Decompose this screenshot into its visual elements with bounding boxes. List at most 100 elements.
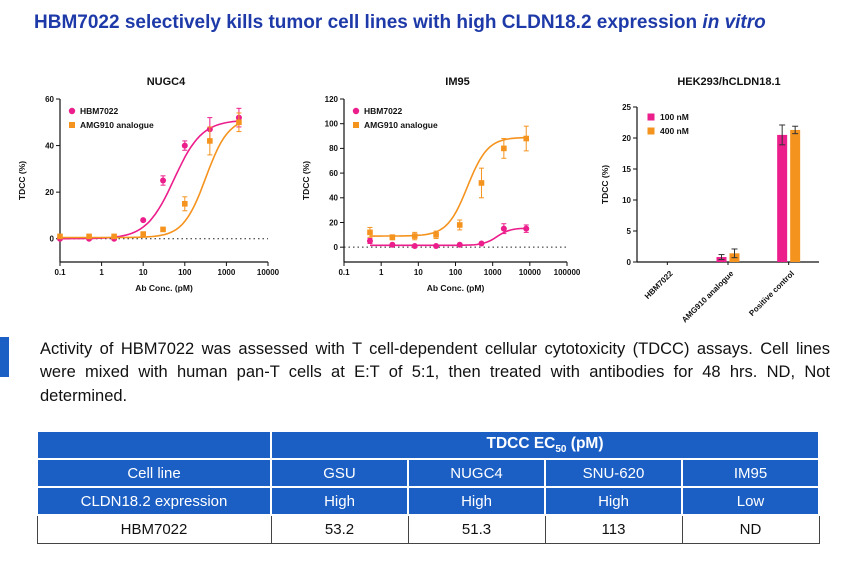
bar-400-nM bbox=[790, 125, 801, 262]
data-point bbox=[501, 145, 507, 152]
axes: 0 20 40 60 0.1 1 10 100 1000 10000 bbox=[45, 95, 280, 277]
table-title-suffix: (pM) bbox=[566, 434, 604, 452]
svg-text:1: 1 bbox=[99, 268, 104, 277]
chart-nugc4: 0 20 40 60 0.1 1 10 100 1000 10000 Ab Conc. (pM) TD… bbox=[17, 95, 280, 293]
page-title: HBM7022 selectively kills tumor cell lin… bbox=[34, 10, 832, 35]
svg-text:25: 25 bbox=[622, 103, 631, 112]
svg-text:100000: 100000 bbox=[554, 268, 581, 277]
table-cell: GSU bbox=[270, 458, 409, 488]
y-axis-label: TDCC (%) bbox=[301, 161, 311, 200]
data-point bbox=[389, 234, 396, 241]
data-point bbox=[160, 226, 166, 233]
table-corner-cell bbox=[36, 430, 272, 460]
table-title-row: TDCC EC50 (pM) bbox=[36, 430, 820, 460]
data-point bbox=[478, 240, 485, 247]
table-title-prefix: TDCC EC bbox=[486, 434, 556, 452]
svg-text:60: 60 bbox=[45, 95, 54, 104]
category-label: HBM7022 bbox=[643, 269, 675, 301]
svg-text:10: 10 bbox=[414, 268, 423, 277]
chart-title-hek293: HEK293/hCLDN18.1 bbox=[677, 76, 781, 88]
svg-text:1: 1 bbox=[379, 268, 384, 277]
chart-panel-nugc4: NUGC4 0 20 40 60 0.1 1 10 100 1000 10000 Ab Conc. … bbox=[14, 76, 284, 314]
table-title-sub: 50 bbox=[555, 444, 567, 456]
chart-panel-im95: IM95 0 20 40 60 80 100 120 0.1 1 10 100 1000 10000 10… bbox=[298, 76, 583, 314]
svg-text:20: 20 bbox=[622, 134, 631, 143]
svg-text:60: 60 bbox=[329, 169, 338, 178]
title-italic: in vitro bbox=[702, 12, 766, 33]
title-main: HBM7022 selectively kills tumor cell lin… bbox=[34, 12, 698, 33]
table-cell: High bbox=[544, 486, 683, 516]
data-point bbox=[181, 142, 188, 149]
svg-text:120: 120 bbox=[325, 95, 339, 104]
data-point bbox=[160, 177, 167, 184]
svg-text:100: 100 bbox=[325, 119, 339, 128]
table-body: Cell line GSU NUGC4 SNU-620 IM95 CLDN18.2 exp… bbox=[36, 458, 820, 544]
svg-text:0.1: 0.1 bbox=[54, 268, 66, 277]
svg-text:40: 40 bbox=[45, 141, 54, 150]
data-point bbox=[478, 180, 485, 186]
chart-im95: 0 20 40 60 80 100 120 0.1 1 10 100 1000 10000 100000 A… bbox=[301, 95, 581, 293]
svg-text:20: 20 bbox=[45, 188, 54, 197]
svg-text:HBM7022: HBM7022 bbox=[80, 106, 119, 116]
series-HBM7022 bbox=[366, 223, 530, 249]
legend: 100 nM 400 nM bbox=[647, 112, 689, 136]
legend: HBM7022 AMG910 analogue bbox=[68, 106, 154, 130]
table-cell: 51.3 bbox=[407, 514, 546, 544]
chart-hek293: 0 5 10 15 20 25 TDCC (%) HBM7022 AMG910 analogue… bbox=[600, 103, 819, 324]
data-point bbox=[140, 217, 147, 224]
axes: 0 20 40 60 80 100 120 0.1 1 10 100 1000 10000 100000 bbox=[325, 95, 581, 277]
table-cell: High bbox=[270, 486, 409, 516]
data-point bbox=[367, 229, 373, 236]
svg-text:10: 10 bbox=[622, 196, 631, 205]
left-accent-bar bbox=[0, 337, 9, 377]
data-point bbox=[140, 231, 146, 237]
table-cell: ND bbox=[681, 514, 820, 544]
data-point bbox=[411, 233, 418, 239]
data-point bbox=[236, 119, 242, 126]
data-point bbox=[456, 241, 463, 248]
y-axis-label: TDCC (%) bbox=[17, 161, 27, 200]
svg-text:80: 80 bbox=[329, 144, 338, 153]
table-title-cell: TDCC EC50 (pM) bbox=[270, 430, 820, 460]
row-label: HBM7022 bbox=[36, 514, 272, 544]
svg-text:0: 0 bbox=[627, 258, 632, 267]
table-cell: 113 bbox=[544, 514, 683, 544]
svg-text:1000: 1000 bbox=[484, 268, 502, 277]
svg-text:0.1: 0.1 bbox=[338, 268, 350, 277]
figure-panels: NUGC4 0 20 40 60 0.1 1 10 100 1000 10000 Ab Conc. … bbox=[14, 76, 827, 324]
data-point bbox=[500, 225, 507, 232]
data-point bbox=[389, 241, 396, 248]
category-label: Positive control bbox=[747, 269, 796, 318]
table-cell: 53.2 bbox=[270, 514, 409, 544]
chart-title-nugc4: NUGC4 bbox=[146, 76, 186, 88]
svg-text:AMG910 analogue: AMG910 analogue bbox=[80, 120, 154, 130]
x-axis-label: Ab Conc. (pM) bbox=[135, 283, 193, 293]
figure-caption: Activity of HBM7022 was assessed with T … bbox=[40, 340, 830, 405]
svg-text:400 nM: 400 nM bbox=[660, 126, 689, 136]
row-label: CLDN18.2 expression bbox=[36, 486, 272, 516]
svg-text:0: 0 bbox=[50, 235, 55, 244]
bar-100-nM bbox=[777, 124, 788, 262]
svg-text:0: 0 bbox=[334, 243, 339, 252]
table-cell: High bbox=[407, 486, 546, 516]
svg-text:AMG910 analogue: AMG910 analogue bbox=[364, 120, 438, 130]
table-row: Cell line GSU NUGC4 SNU-620 IM95 bbox=[36, 458, 820, 488]
data-point bbox=[523, 225, 530, 232]
data-point bbox=[207, 138, 213, 144]
svg-text:100: 100 bbox=[449, 268, 463, 277]
category-label: AMG910 analogue bbox=[680, 269, 736, 324]
svg-text:10000: 10000 bbox=[519, 268, 542, 277]
svg-text:15: 15 bbox=[622, 165, 631, 174]
svg-text:HBM7022: HBM7022 bbox=[364, 106, 403, 116]
data-point bbox=[86, 233, 92, 240]
table-cell: SNU-620 bbox=[544, 458, 683, 488]
data-point bbox=[111, 233, 117, 240]
svg-text:1000: 1000 bbox=[218, 268, 236, 277]
data-point bbox=[57, 233, 63, 240]
series-AMG910-analogue bbox=[367, 125, 530, 241]
svg-text:5: 5 bbox=[627, 227, 632, 236]
svg-text:40: 40 bbox=[329, 194, 338, 203]
table-row: HBM7022 53.2 51.3 113 ND bbox=[36, 514, 820, 544]
data-point bbox=[456, 222, 463, 228]
